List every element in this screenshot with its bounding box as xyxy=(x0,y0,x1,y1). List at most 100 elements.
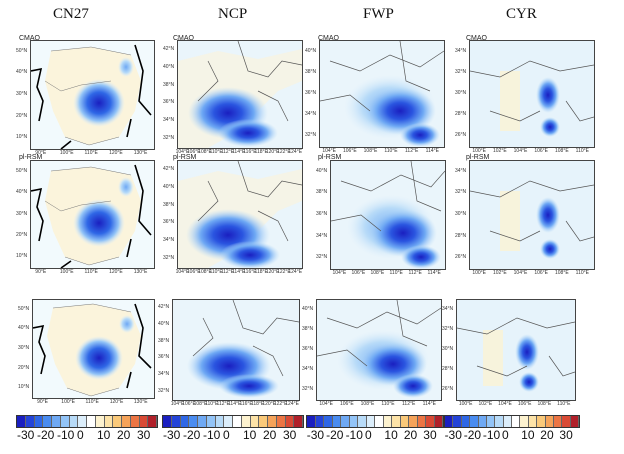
lon-tick-label: 108°E xyxy=(555,148,569,154)
lon-tick-label: 100°E xyxy=(61,399,75,405)
lon-tick-label: 106°E xyxy=(186,149,201,155)
map-diff-cyr xyxy=(456,299,576,401)
colorbar-label: -20 xyxy=(37,428,55,442)
lat-tick-label: 34°N xyxy=(455,47,467,54)
colorbar-swatch xyxy=(324,416,333,427)
lat-tick-label: 34°N xyxy=(163,237,175,244)
lon-tick-label: 124°E xyxy=(285,401,299,407)
colorbar-0 xyxy=(16,415,158,428)
colorbar-swatch xyxy=(25,416,35,427)
lat-tick-label: 38°N xyxy=(163,201,175,208)
lat-tick-label: 50°N xyxy=(16,167,28,174)
colorbar-label: 10 xyxy=(97,428,111,442)
colorbar-swatch xyxy=(445,416,454,427)
colorbar-swatch xyxy=(453,416,462,427)
lon-tick-label: 108°E xyxy=(193,401,208,407)
colorbar-swatch xyxy=(113,416,122,427)
lat-tick-label: 42°N xyxy=(158,304,170,311)
col-title-fwp: FWP xyxy=(363,6,394,22)
lon-tick-label: 120°E xyxy=(109,269,123,275)
lon-tick-label: 90°E xyxy=(35,150,47,156)
colorbar-swatch xyxy=(553,416,563,427)
lon-tick-label: 114°E xyxy=(427,270,441,276)
colorbar-label: 10 xyxy=(521,428,535,442)
colorbar-swatch xyxy=(307,416,316,427)
colorbar-label: 10 xyxy=(243,428,257,442)
lon-tick-label: 106°E xyxy=(182,401,196,407)
lat-tick-label: 30°N xyxy=(16,91,28,97)
lat-tick-label: 10°N xyxy=(18,384,30,391)
colorbar-swatch xyxy=(276,416,286,427)
lon-tick-label: 114°E xyxy=(422,401,436,407)
colorbar-swatch xyxy=(332,416,341,427)
colorbar-swatch xyxy=(383,416,392,427)
lat-tick-label: 34°N xyxy=(305,111,317,118)
colorbar-swatch xyxy=(233,416,242,427)
lon-tick-label: 116°E xyxy=(243,149,257,155)
lat-tick-label: 40°N xyxy=(18,325,30,332)
colorbar-swatch xyxy=(34,416,44,427)
lat-tick-label: 28°N xyxy=(455,232,467,239)
map-cmaq-cyr xyxy=(469,40,595,148)
lat-tick-label: 34°N xyxy=(163,117,175,124)
col-title-cn27: CN27 xyxy=(53,6,89,22)
colorbar-label: 20 xyxy=(403,428,418,442)
lat-tick-label: 30°N xyxy=(16,210,28,217)
lon-tick-label: 130°E xyxy=(133,399,148,405)
lon-tick-label: 106°E xyxy=(351,270,366,276)
lon-tick-label: 114°E xyxy=(232,149,246,155)
lat-tick-label: 32°N xyxy=(316,254,328,261)
colorbar-2 xyxy=(306,415,444,428)
lon-tick-label: 100°E xyxy=(59,269,74,275)
colorbar-label: 30 xyxy=(423,428,437,442)
map-plrsm-fwp xyxy=(330,160,446,270)
lon-tick-label: 110°E xyxy=(209,149,223,155)
row-label-cmaq-cyr: CMAQ xyxy=(466,35,487,42)
colorbar-swatch xyxy=(562,416,571,427)
colorbar-swatch xyxy=(52,416,61,427)
lon-tick-label: 100°E xyxy=(458,401,473,407)
colorbar-label: -30 xyxy=(163,428,181,442)
lon-tick-label: 110°E xyxy=(389,270,403,276)
map-cmaq-ncp xyxy=(177,40,303,149)
lon-tick-label: 110°E xyxy=(575,148,589,154)
lon-tick-label: 104°E xyxy=(319,401,334,407)
lat-tick-label: 32°N xyxy=(158,387,170,394)
lat-tick-label: 32°N xyxy=(163,135,175,142)
lon-tick-label: 110°E xyxy=(209,269,223,275)
lon-tick-label: 106°E xyxy=(186,269,201,275)
map-plrsm-cn27 xyxy=(30,160,155,269)
lon-tick-label: 102°E xyxy=(478,401,493,407)
colorbar-swatch xyxy=(341,416,350,427)
col-title-ncp: NCP xyxy=(218,6,248,22)
lat-tick-label: 40°N xyxy=(305,47,317,54)
row-label-cmaq-fwp: CMAQ xyxy=(318,35,339,42)
lon-tick-label: 110°E xyxy=(84,150,98,156)
lat-tick-label: 40°N xyxy=(16,189,28,196)
colorbar-swatch xyxy=(545,416,554,427)
colorbar-swatch xyxy=(294,416,303,427)
lat-tick-label: 38°N xyxy=(163,81,175,88)
lat-tick-label: 26°N xyxy=(442,386,454,392)
lon-tick-label: 124°E xyxy=(288,149,303,155)
lon-tick-label: 118°E xyxy=(250,401,265,407)
lon-tick-label: 120°E xyxy=(262,401,277,407)
lat-tick-label: 32°N xyxy=(305,132,317,139)
lat-tick-label: 40°N xyxy=(163,183,175,190)
lat-tick-label: 42°N xyxy=(163,45,175,52)
lat-tick-label: 30°N xyxy=(455,211,467,217)
lon-tick-label: 110°E xyxy=(381,401,395,407)
lat-tick-label: 36°N xyxy=(305,90,317,96)
lat-tick-label: 36°N xyxy=(158,354,170,361)
lat-tick-label: 30°N xyxy=(442,346,454,352)
lon-tick-label: 118°E xyxy=(254,269,268,275)
lat-tick-label: 34°N xyxy=(455,167,467,174)
colorbar-swatch xyxy=(366,416,375,427)
map-cmaq-fwp xyxy=(319,40,445,148)
lat-tick-label: 38°N xyxy=(302,326,314,332)
colorbar-label: 30 xyxy=(137,428,151,442)
colorbar-swatch xyxy=(400,416,409,427)
lon-tick-label: 110°E xyxy=(575,270,589,276)
colorbar-label: -10 xyxy=(57,428,75,442)
lon-tick-label: 106°E xyxy=(343,148,357,154)
